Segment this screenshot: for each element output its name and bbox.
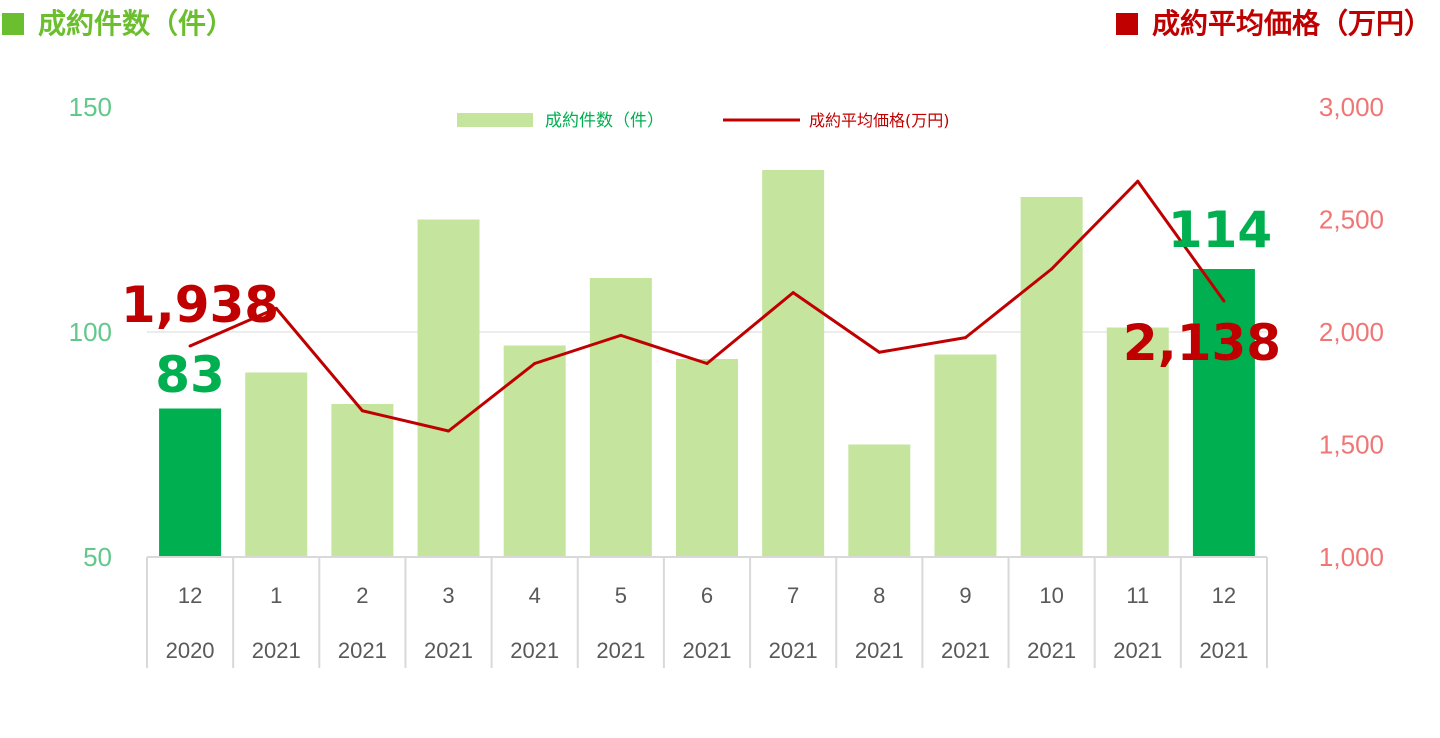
line-point xyxy=(274,306,278,310)
axes: 50 100 150 1,000 1,500 2,000 2,500 3,000 xyxy=(69,92,1384,572)
right-axis-heading: 成約平均価格（万円） xyxy=(1115,2,1432,42)
bar xyxy=(848,444,911,557)
category-month-label: 9 xyxy=(959,583,971,608)
legend: 成約件数（件） 成約平均価格(万円) xyxy=(457,111,950,131)
line-point xyxy=(533,362,537,365)
category-year-label: 2021 xyxy=(683,638,732,663)
category-month-label: 7 xyxy=(787,583,799,608)
category-month-label: 10 xyxy=(1039,583,1063,608)
category-year-label: 2020 xyxy=(166,638,215,663)
category-month-label: 8 xyxy=(873,583,885,608)
line-point xyxy=(705,362,709,365)
bar-data-label: 114 xyxy=(1168,201,1272,259)
bar xyxy=(589,278,652,557)
line-point xyxy=(188,344,192,348)
category-month-label: 11 xyxy=(1126,583,1149,608)
category-year-label: 2021 xyxy=(338,638,387,663)
right-axis-tick-label: 2,000 xyxy=(1319,317,1384,347)
bar xyxy=(1192,269,1255,557)
right-heading-square-icon xyxy=(1115,13,1138,35)
legend-bar-swatch xyxy=(457,113,533,127)
category-year-label: 2021 xyxy=(1199,638,1248,663)
line-point xyxy=(1136,179,1140,183)
category-year-label: 2021 xyxy=(596,638,645,663)
category-month-label: 12 xyxy=(1212,583,1236,608)
bar xyxy=(676,359,738,557)
line-data-label: 1,938 xyxy=(121,276,279,334)
data-labels: 1,938 83 114 2,138 xyxy=(121,201,1281,404)
line-data-label: 2,138 xyxy=(1123,314,1281,372)
line-point xyxy=(619,333,623,337)
category-month-label: 6 xyxy=(701,583,713,608)
left-axis-heading: 成約件数（件） xyxy=(2,2,234,42)
bar xyxy=(245,372,308,557)
bar-series xyxy=(159,170,1255,557)
right-heading-text: 成約平均価格（万円） xyxy=(1151,7,1432,40)
bar xyxy=(1106,327,1169,557)
bar xyxy=(417,219,480,557)
category-month-label: 2 xyxy=(356,583,368,608)
bar xyxy=(503,345,566,557)
left-heading-square-icon xyxy=(2,13,24,35)
line-point xyxy=(791,291,795,295)
category-month-label: 3 xyxy=(442,583,454,608)
bar xyxy=(934,354,997,557)
category-month-label: 1 xyxy=(270,583,282,608)
category-year-label: 2021 xyxy=(941,638,990,663)
bar-data-label: 83 xyxy=(155,346,225,404)
left-axis-tick-label: 50 xyxy=(83,542,112,572)
category-year-label: 2021 xyxy=(424,638,473,663)
legend-bar-label: 成約件数（件） xyxy=(545,111,664,131)
line-point xyxy=(447,429,451,433)
category-month-label: 12 xyxy=(178,583,202,608)
category-year-label: 2021 xyxy=(510,638,559,663)
category-year-label: 2021 xyxy=(1113,638,1162,663)
bar xyxy=(159,408,222,557)
category-month-label: 5 xyxy=(615,583,627,608)
left-heading-text: 成約件数（件） xyxy=(38,7,235,40)
category-month-label: 4 xyxy=(529,583,541,608)
category-year-label: 2021 xyxy=(855,638,904,663)
bar xyxy=(1020,197,1083,557)
category-year-label: 2021 xyxy=(252,638,301,663)
line-series xyxy=(188,179,1226,433)
legend-line-label: 成約平均価格(万円) xyxy=(809,111,950,130)
bar xyxy=(331,404,394,557)
left-axis-tick-label: 150 xyxy=(69,92,112,122)
right-axis-tick-label: 1,000 xyxy=(1319,542,1384,572)
left-axis-tick-label: 100 xyxy=(69,317,112,347)
line-point xyxy=(1050,267,1054,271)
line-point xyxy=(1222,299,1226,303)
line-point xyxy=(877,350,881,354)
right-axis-tick-label: 1,500 xyxy=(1319,430,1384,460)
category-year-label: 2021 xyxy=(769,638,818,663)
bar xyxy=(762,170,825,557)
line-point xyxy=(963,336,967,340)
right-axis-tick-label: 3,000 xyxy=(1319,92,1384,122)
line-point xyxy=(360,409,364,413)
category-axis: 12 2020 1 2021 2 2021 3 2021 4 2021 5 2021 6 2021 7 202… xyxy=(146,556,1268,668)
category-year-label: 2021 xyxy=(1027,638,1076,663)
right-axis-tick-label: 2,500 xyxy=(1319,205,1384,235)
